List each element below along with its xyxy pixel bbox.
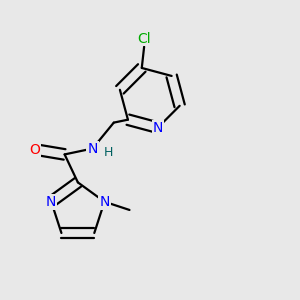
Text: O: O [29, 143, 40, 157]
Text: Cl: Cl [137, 32, 151, 46]
Text: N: N [99, 195, 110, 209]
Text: N: N [153, 121, 163, 135]
Text: N: N [87, 142, 98, 155]
Text: N: N [46, 195, 56, 209]
Text: H: H [104, 146, 113, 159]
